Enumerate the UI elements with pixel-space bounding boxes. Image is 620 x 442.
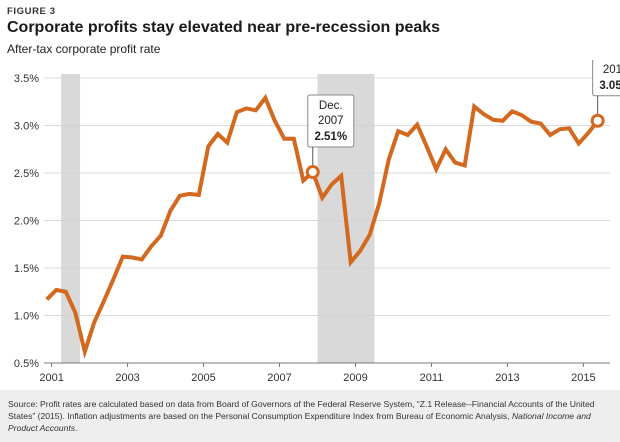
x-tick-label: 2007 [267, 372, 291, 384]
callout-line-1: Dec. [319, 100, 343, 112]
callout-value: 3.05% [599, 80, 620, 92]
x-tick-label: 2005 [191, 372, 215, 384]
chart-title: Corporate profits stay elevated near pre… [7, 19, 441, 36]
chart-subtitle: After-tax corporate profit rate [7, 42, 161, 56]
y-tick-label: 1.5% [14, 263, 39, 275]
callout-line-1: Jun. [605, 60, 620, 61]
source-end: . [75, 423, 78, 433]
line-chart: 0.5%1.0%1.5%2.0%2.5%3.0%3.5% 2001 2003 200… [14, 60, 620, 384]
series-layer [45, 93, 600, 359]
callout-box [592, 60, 620, 97]
y-tick-label: 1.0% [14, 311, 39, 323]
x-tick-label: 2003 [115, 372, 139, 384]
y-tick-label: 3.0% [14, 121, 39, 133]
x-tick-label: 2015 [571, 372, 595, 384]
callout-2: Jun. 2015 3.05% [590, 60, 620, 128]
x-axis-ticks: 2001 2003 2005 2007 2009 2011 2013 2015 [39, 363, 596, 384]
y-axis-ticks: 0.5% 1.0% 1.5% 2.0% 2.5% 3.0% 3.5% [14, 73, 39, 370]
y-tick-label: 2.5% [14, 168, 39, 180]
y-tick-label: 2.0% [14, 216, 39, 228]
callout-marker [305, 165, 320, 180]
source-note: Source: Profit rates are calculated base… [8, 398, 611, 434]
callout-value: 2.51% [314, 131, 347, 143]
callout-line-2: 2007 [318, 115, 344, 127]
source-footer: Source: Profit rates are calculated base… [0, 390, 620, 442]
x-tick-label: 2001 [39, 372, 63, 384]
source-italic: National Income and Product Accounts [8, 411, 591, 433]
source-text: Source: Profit rates are calculated base… [8, 399, 595, 421]
x-tick-label: 2011 [420, 372, 444, 384]
x-tick-label: 2013 [495, 372, 519, 384]
x-tick-label: 2009 [343, 372, 367, 384]
y-tick-label: 3.5% [14, 73, 39, 85]
figure-label: FIGURE 3 [7, 6, 56, 17]
callout-1: Dec. 2007 2.51% [305, 94, 355, 180]
callout-box [307, 94, 355, 148]
annotations: Dec. 2007 2.51% Jun. 2015 3.05% [305, 60, 620, 180]
y-tick-label: 0.5% [14, 358, 39, 370]
callout-marker [590, 113, 605, 128]
callout-line-2: 2015 [603, 64, 620, 76]
series-line [45, 93, 600, 359]
